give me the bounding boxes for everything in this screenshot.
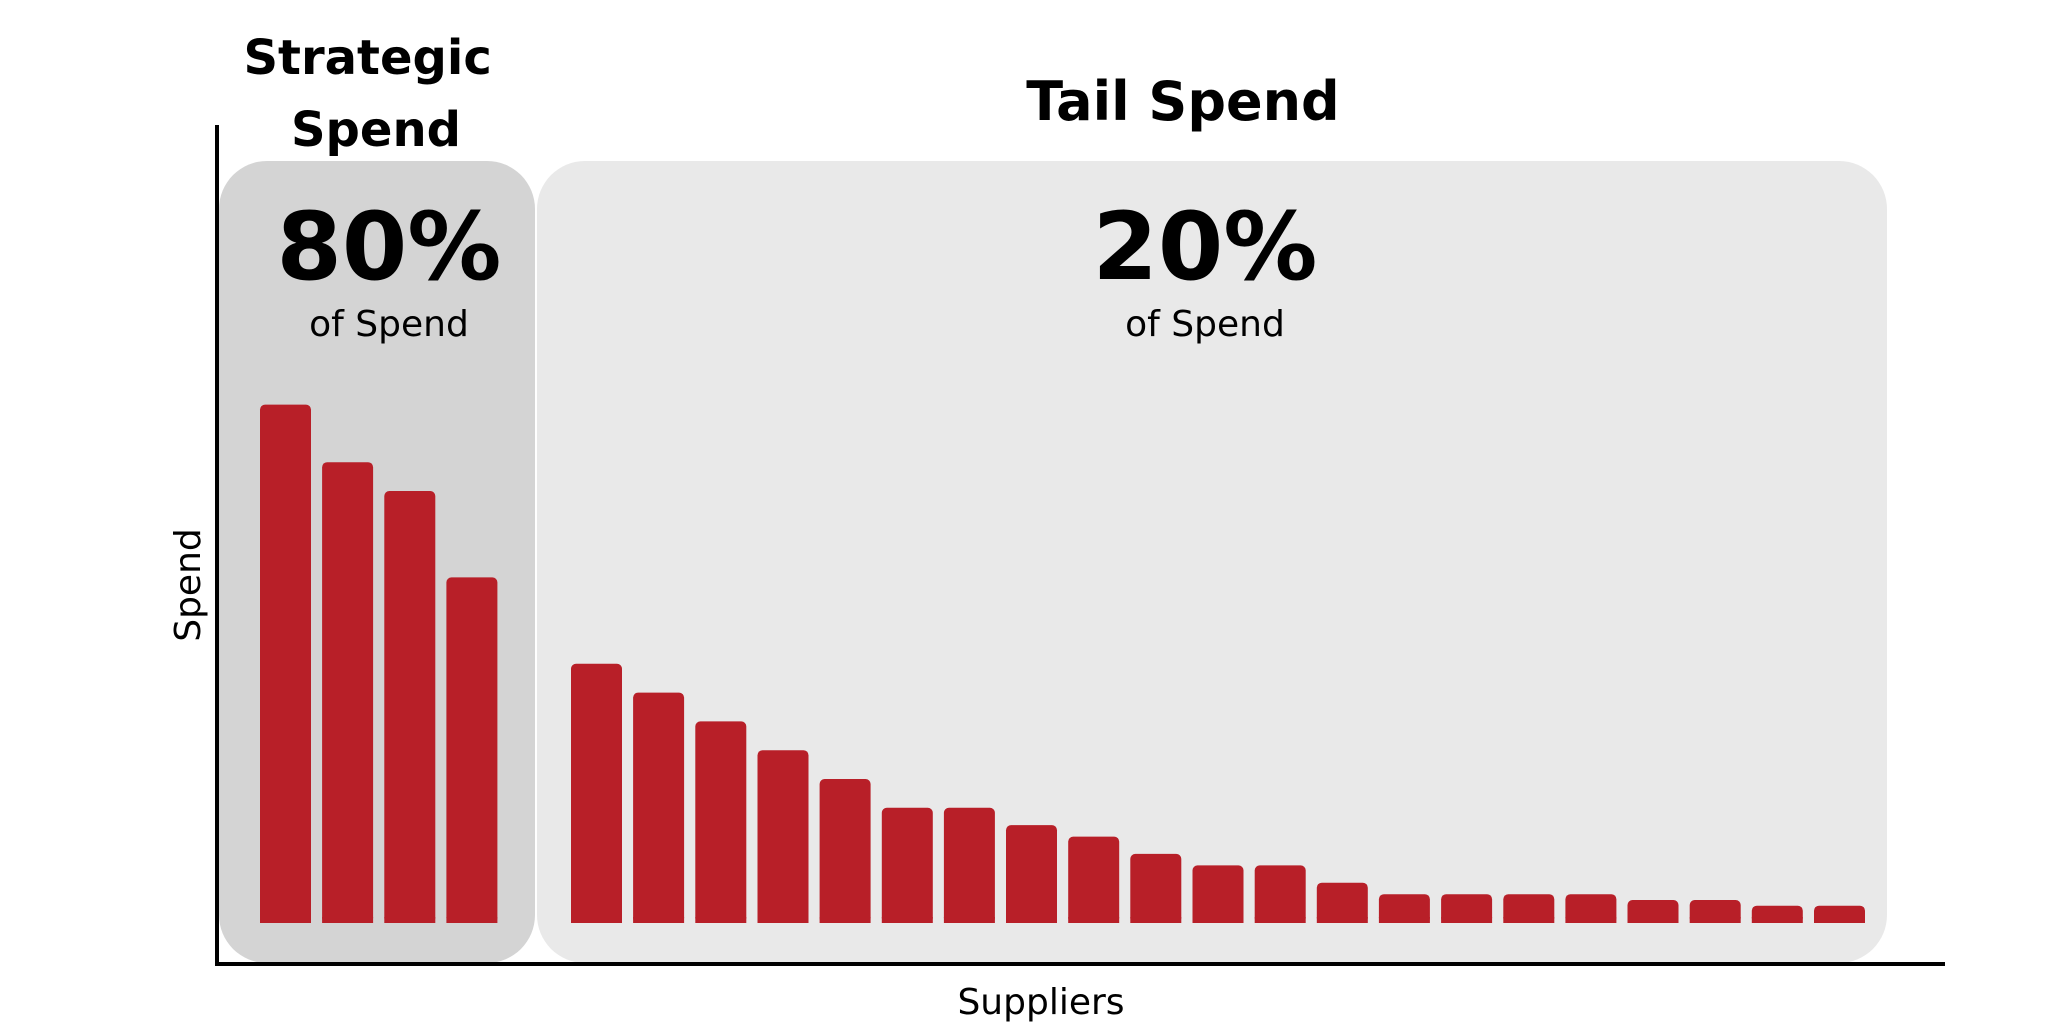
tail-bar-base-20 — [1751, 917, 1803, 923]
strategic-bar-4 — [446, 577, 498, 923]
tail-bar-base-18 — [1627, 917, 1679, 923]
tail-bar-14 — [1378, 894, 1430, 923]
tail-bar-base-21 — [1814, 917, 1865, 923]
tail-bar-base-16 — [1503, 917, 1555, 923]
tail-title-line-1: Tail Spend — [1026, 70, 1339, 133]
tail-bar-base-2 — [633, 917, 685, 923]
tail-bar-6 — [881, 807, 933, 923]
tail-bar-13 — [1316, 882, 1368, 923]
strategic-title: Strategic Spend — [243, 30, 508, 158]
strategic-title-line-2: Spend — [291, 102, 461, 158]
tail-bar-base-15 — [1441, 917, 1493, 923]
tail-bar-base-6 — [881, 917, 933, 923]
tail-bar-base-17 — [1565, 917, 1617, 923]
strategic-bar-base-4 — [446, 917, 498, 923]
tail-bar-base-12 — [1254, 917, 1306, 923]
tail-bar-12 — [1254, 865, 1306, 923]
tail-title: Tail Spend — [1026, 70, 1339, 133]
tail-bar-10 — [1130, 853, 1182, 923]
bars — [260, 404, 1865, 924]
tail-percent: 20% — [1093, 193, 1318, 302]
tail-bar-1 — [571, 663, 622, 923]
strategic-percent: 80% — [277, 193, 502, 302]
tail-bar-base-19 — [1689, 917, 1741, 923]
tail-bar-base-9 — [1068, 917, 1120, 923]
tail-bar-base-3 — [695, 917, 747, 923]
tail-bar-base-4 — [757, 917, 809, 923]
tail-bar-4 — [757, 750, 809, 923]
tail-panel — [537, 161, 1887, 963]
strategic-bar-base-2 — [322, 917, 374, 923]
tail-percent-label: of Spend — [1125, 304, 1285, 345]
tail-bar-base-5 — [819, 917, 871, 923]
tail-bar-15 — [1441, 894, 1493, 923]
tail-bar-5 — [819, 779, 871, 923]
tail-bar-2 — [633, 692, 685, 923]
strategic-percent-label: of Spend — [309, 304, 469, 345]
tail-bar-8 — [1006, 825, 1057, 923]
tail-bar-11 — [1192, 865, 1244, 923]
x-axis-label: Suppliers — [957, 982, 1124, 1023]
tail-bar-17 — [1565, 894, 1617, 923]
strategic-bar-2 — [322, 462, 374, 923]
tail-bar-16 — [1503, 894, 1555, 923]
strategic-bar-1 — [260, 404, 311, 924]
strategic-bar-base-1 — [260, 917, 311, 923]
tail-bar-base-11 — [1192, 917, 1244, 923]
tail-bar-9 — [1068, 836, 1120, 923]
strategic-title-line-1: Strategic — [243, 30, 491, 86]
tail-bar-base-1 — [571, 917, 622, 923]
tail-bar-base-10 — [1130, 917, 1182, 923]
y-axis-label: Spend — [168, 528, 209, 642]
strategic-bar-3 — [384, 491, 436, 923]
tail-bar-base-7 — [943, 917, 995, 923]
tail-bar-7 — [943, 807, 995, 923]
tail-bar-3 — [695, 721, 747, 923]
strategic-bar-base-3 — [384, 917, 436, 923]
tail-bar-base-8 — [1006, 917, 1057, 923]
tail-bar-base-14 — [1378, 917, 1430, 923]
tail-bar-base-13 — [1316, 917, 1368, 923]
